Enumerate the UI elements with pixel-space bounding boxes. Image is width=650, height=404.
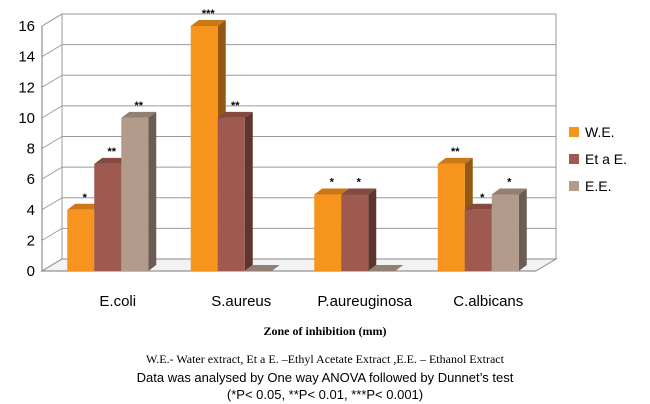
footnote-method: Data was analysed by One way ANOVA follo… <box>136 370 514 385</box>
y-tick-label: 2 <box>27 232 35 249</box>
gridline-depth <box>41 44 63 58</box>
legend-item-ee: E.E. <box>569 176 627 196</box>
x-tick-label: E.coli <box>99 293 136 310</box>
bar-top <box>67 203 103 210</box>
gridline-depth <box>41 197 63 211</box>
significance-label: * <box>480 192 485 204</box>
bar-side <box>244 111 253 271</box>
y-tick-label: 10 <box>18 110 35 127</box>
legend: W.E. Et a E. E.E. <box>569 122 627 203</box>
bar-top <box>190 20 226 26</box>
legend-label-etae: Et a E. <box>585 151 628 167</box>
bar <box>67 209 95 271</box>
legend-label-ee: E.E. <box>585 178 612 194</box>
gridline-depth <box>41 227 63 241</box>
y-tick-label: 16 <box>18 18 35 35</box>
gridline-depth <box>41 105 63 119</box>
significance-label: * <box>330 176 335 188</box>
significance-label: ** <box>231 100 240 112</box>
bar <box>437 163 465 271</box>
legend-label-we: W.E. <box>585 124 615 140</box>
y-tick-label: 0 <box>27 263 35 280</box>
bar-top <box>94 157 130 164</box>
x-tick-label: P.aureuginosa <box>317 293 412 310</box>
bar-top <box>244 265 280 271</box>
legend-swatch-ee <box>569 181 579 191</box>
legend-item-etae: Et a E. <box>569 149 627 169</box>
legend-swatch-etae <box>569 154 579 164</box>
bar <box>464 209 492 271</box>
x-tick-label: C.albicans <box>453 293 523 310</box>
y-tick-label: 14 <box>18 49 35 66</box>
significance-label: ** <box>451 146 460 158</box>
significance-label: * <box>357 176 362 188</box>
bar <box>314 194 342 271</box>
bar-top <box>464 203 500 210</box>
x-axis-title: Zone of inhibition (mm) <box>263 324 387 338</box>
bar <box>190 26 218 271</box>
gridline-depth <box>41 13 63 27</box>
x-tick-label: S.aureus <box>211 293 271 310</box>
bar <box>341 194 369 271</box>
bar <box>217 117 245 271</box>
footnote-pvalues: (*P< 0.05, **P< 0.01, ***P< 0.001) <box>226 387 424 402</box>
gridline-depth <box>41 136 63 149</box>
legend-swatch-we <box>569 127 579 137</box>
y-tick-label: 6 <box>27 171 35 188</box>
y-tick-label: 4 <box>27 202 35 219</box>
gridline-depth <box>41 74 63 88</box>
bar <box>121 117 149 271</box>
bar <box>491 194 519 271</box>
bar-top <box>341 188 377 195</box>
bar-top <box>217 111 253 118</box>
significance-label: *** <box>202 8 216 20</box>
legend-item-we: W.E. <box>569 122 627 142</box>
bar-top <box>437 157 473 164</box>
bar-top <box>368 265 404 271</box>
y-tick-label: 12 <box>18 79 35 96</box>
bar-side <box>368 188 377 271</box>
footnote-abbreviations: W.E.- Water extract, Et a E. –Ethyl Acet… <box>146 352 504 366</box>
significance-label: ** <box>107 146 116 158</box>
gridline-depth <box>41 166 63 180</box>
bar-top <box>491 188 527 195</box>
bar-top <box>314 188 350 195</box>
significance-label: * <box>507 176 512 188</box>
bar <box>94 163 122 271</box>
bar-top <box>121 111 157 118</box>
bar-side <box>148 111 157 271</box>
significance-label: * <box>83 192 88 204</box>
significance-label: ** <box>134 100 143 112</box>
bar-side <box>518 188 527 271</box>
y-tick-label: 8 <box>27 141 35 158</box>
